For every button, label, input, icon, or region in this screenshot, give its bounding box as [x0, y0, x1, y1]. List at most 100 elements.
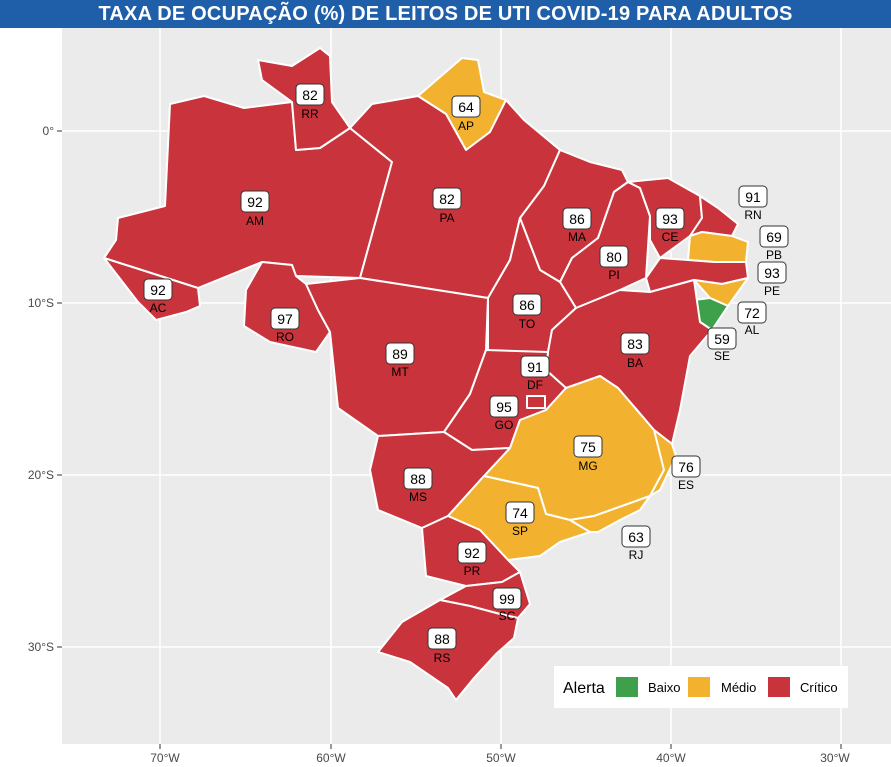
state-sigla-ms: MS — [409, 490, 427, 504]
x-tick-label: 30°W — [820, 751, 850, 765]
state-label-es: 76 ES — [671, 455, 701, 492]
value-box-es — [671, 455, 701, 478]
legend-swatch-medio — [688, 677, 710, 697]
state-value-rn: 91 — [745, 189, 761, 205]
value-box-ms — [403, 467, 433, 490]
state-sigla-go: GO — [495, 418, 514, 432]
state-label-pi: 80 PI — [599, 245, 629, 282]
state-sigla-ap: AP — [458, 119, 474, 133]
state-value-al: 72 — [744, 305, 760, 321]
state-sigla-ac: AC — [150, 301, 167, 315]
state-value-am: 92 — [247, 194, 263, 210]
state-label-ce: 93 CE — [655, 207, 685, 244]
x-tick-label: 40°W — [656, 751, 686, 765]
legend-title: Alerta — [563, 680, 605, 697]
value-box-rj — [621, 525, 651, 548]
state-sigla-df: DF — [527, 378, 543, 392]
state-value-mg: 75 — [580, 439, 596, 455]
value-box-go — [489, 395, 519, 418]
state-value-es: 76 — [678, 459, 694, 475]
state-sigla-rj: RJ — [629, 548, 644, 562]
state-value-pr: 92 — [464, 545, 480, 561]
value-box-pb — [759, 225, 789, 248]
state-label-ap: 64 AP — [451, 95, 481, 133]
value-box-pr — [457, 541, 487, 564]
state-label-mg: 75 MG — [573, 435, 603, 473]
state-value-pa: 82 — [439, 191, 455, 207]
value-box-rr — [295, 83, 325, 106]
state-sigla-rs: RS — [434, 651, 451, 665]
value-box-sc — [492, 587, 522, 610]
state-value-ba: 83 — [627, 336, 643, 352]
state-label-ac: 92 AC — [143, 278, 173, 315]
legend-label-baixo: Baixo — [648, 680, 681, 695]
state-value-ap: 64 — [458, 99, 474, 115]
region-df — [526, 395, 546, 409]
state-value-df: 91 — [527, 359, 543, 375]
state-sigla-ma: MA — [568, 230, 586, 244]
value-box-rn — [738, 185, 768, 208]
y-tick-label: 0° — [43, 124, 55, 138]
state-sigla-sc: SC — [499, 609, 516, 623]
state-label-to: 86 TO — [512, 293, 542, 331]
state-value-rs: 88 — [434, 631, 450, 647]
state-label-rj: 63 RJ — [621, 525, 651, 562]
state-value-pi: 80 — [606, 249, 622, 265]
value-box-ma — [562, 207, 592, 230]
y-tick-label: 20°S — [28, 468, 54, 482]
region-rj — [569, 495, 651, 533]
chart-title: TAXA DE OCUPAÇÃO (%) DE LEITOS DE UTI CO… — [98, 2, 793, 25]
state-sigla-ba: BA — [627, 356, 643, 370]
state-label-ma: 86 MA — [562, 207, 592, 244]
state-sigla-sp: SP — [512, 524, 528, 538]
region-es — [649, 429, 677, 497]
state-label-ba: 83 BA — [620, 332, 650, 370]
state-label-rn: 91 RN — [738, 185, 768, 222]
state-sigla-am: AM — [246, 214, 264, 228]
state-regions — [103, 47, 749, 701]
state-value-ce: 93 — [662, 211, 678, 227]
state-sigla-al: AL — [745, 323, 760, 337]
state-sigla-pr: PR — [464, 564, 481, 578]
state-value-se: 59 — [714, 331, 730, 347]
state-value-rj: 63 — [628, 529, 644, 545]
state-label-pa: 82 PA — [432, 187, 462, 225]
state-value-ms: 88 — [410, 471, 426, 487]
state-sigla-to: TO — [519, 317, 535, 331]
state-sigla-ro: RO — [276, 330, 294, 344]
value-box-to — [512, 293, 542, 316]
state-value-mt: 89 — [392, 346, 408, 362]
state-value-ma: 86 — [569, 211, 585, 227]
value-box-df — [520, 355, 550, 378]
value-box-mg — [573, 435, 603, 458]
state-value-sc: 99 — [499, 591, 515, 607]
x-tick-label: 70°W — [150, 751, 180, 765]
value-box-pe — [757, 261, 787, 284]
title-bar: TAXA DE OCUPAÇÃO (%) DE LEITOS DE UTI CO… — [0, 0, 891, 28]
state-value-go: 95 — [496, 399, 512, 415]
x-tick-label: 60°W — [316, 751, 346, 765]
value-box-ce — [655, 207, 685, 230]
state-label-ro: 97 RO — [270, 307, 300, 344]
state-labels: 82 RR 64 AP 92 AM 82 PA 86 MA 93 CE — [143, 83, 789, 665]
state-label-pr: 92 PR — [457, 541, 487, 578]
state-label-sp: 74 SP — [505, 501, 535, 538]
y-tick-label: 10°S — [28, 296, 54, 310]
state-sigla-pi: PI — [608, 268, 619, 282]
legend-swatch-critico — [768, 677, 790, 697]
region-rs — [377, 599, 519, 701]
state-value-pb: 69 — [766, 229, 782, 245]
state-sigla-pb: PB — [766, 248, 782, 262]
value-box-sp — [505, 501, 535, 524]
state-sigla-mt: MT — [391, 365, 409, 379]
state-sigla-pa: PA — [439, 211, 454, 225]
state-label-mt: 89 MT — [385, 342, 415, 379]
state-sigla-rn: RN — [744, 208, 761, 222]
state-value-sp: 74 — [512, 505, 528, 521]
x-tick-label: 50°W — [486, 751, 516, 765]
state-value-pe: 93 — [764, 265, 780, 281]
value-box-pi — [599, 245, 629, 268]
value-box-pa — [432, 187, 462, 210]
value-box-rs — [427, 627, 457, 650]
